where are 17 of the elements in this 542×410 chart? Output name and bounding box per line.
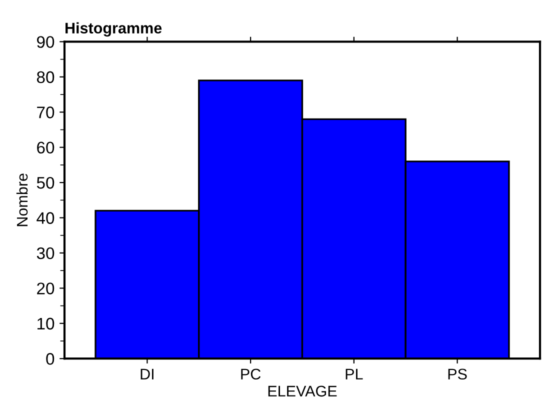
chart-title: Histogramme <box>66 22 162 37</box>
y-tick-label: 80 <box>36 71 54 84</box>
x-tick-label: DI <box>140 368 154 380</box>
x-axis-title: ELEVAGE <box>268 386 337 397</box>
x-tick-label: PL <box>346 368 363 380</box>
x-tick-label: PC <box>241 368 261 380</box>
x-tick-label: PS <box>448 368 467 380</box>
y-tick-label: 10 <box>38 318 54 330</box>
y-tick-label: 20 <box>37 282 54 294</box>
y-tick-label: 30 <box>36 247 54 260</box>
y-tick-label: 70 <box>37 106 54 118</box>
y-tick-label: 0 <box>46 353 54 365</box>
y-axis-title: Nombre <box>16 174 28 226</box>
y-tick-label: 40 <box>36 212 54 224</box>
y-tick-label: 90 <box>37 36 54 48</box>
y-tick-label: 60 <box>37 142 54 154</box>
y-tick-label: 50 <box>36 176 54 189</box>
